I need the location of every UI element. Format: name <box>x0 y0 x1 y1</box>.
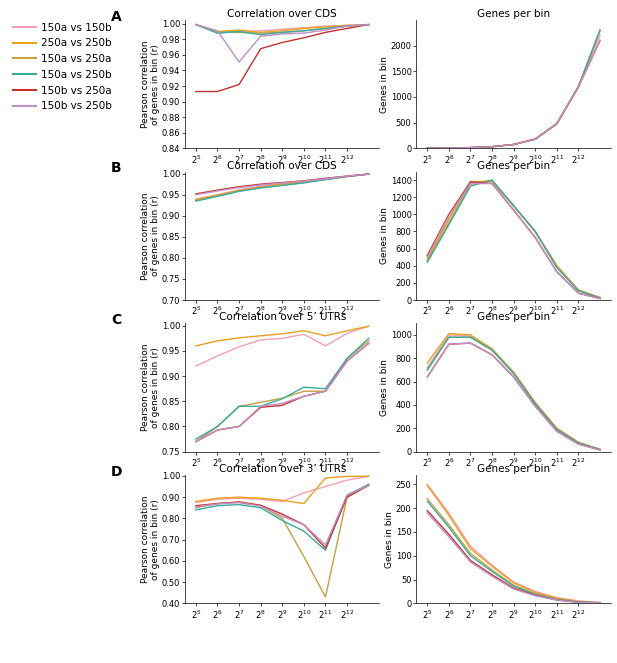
Title: Correlation over CDS: Correlation over CDS <box>228 9 337 19</box>
Title: Genes per bin: Genes per bin <box>477 9 550 19</box>
Y-axis label: Genes in bin: Genes in bin <box>380 56 389 113</box>
Y-axis label: Pearson correlation
of genes in bin (r): Pearson correlation of genes in bin (r) <box>141 495 160 583</box>
Y-axis label: Pearson correlation
of genes in bin (r): Pearson correlation of genes in bin (r) <box>141 343 160 431</box>
Legend: 150a vs 150b, 250a vs 250b, 150a vs 250a, 150a vs 250b, 150b vs 250a, 150b vs 25: 150a vs 150b, 250a vs 250b, 150a vs 250a… <box>9 19 116 115</box>
Y-axis label: Pearson correlation
of genes in bin (r): Pearson correlation of genes in bin (r) <box>141 40 160 128</box>
Y-axis label: Pearson correlation
of genes in bin (r): Pearson correlation of genes in bin (r) <box>141 192 160 280</box>
Title: Genes per bin: Genes per bin <box>477 160 550 171</box>
Text: B: B <box>111 161 122 175</box>
Y-axis label: Genes in bin: Genes in bin <box>380 359 389 416</box>
Title: Genes per bin: Genes per bin <box>477 464 550 474</box>
Text: A: A <box>111 9 122 24</box>
Title: Correlation over 5’ UTRs: Correlation over 5’ UTRs <box>218 312 346 322</box>
Title: Correlation over CDS: Correlation over CDS <box>228 160 337 171</box>
Y-axis label: Genes in bin: Genes in bin <box>380 208 389 265</box>
Title: Genes per bin: Genes per bin <box>477 312 550 322</box>
Y-axis label: Genes in bin: Genes in bin <box>386 511 394 568</box>
Title: Correlation over 3’ UTRs: Correlation over 3’ UTRs <box>218 464 346 474</box>
Text: C: C <box>111 313 122 327</box>
Text: D: D <box>111 465 123 479</box>
